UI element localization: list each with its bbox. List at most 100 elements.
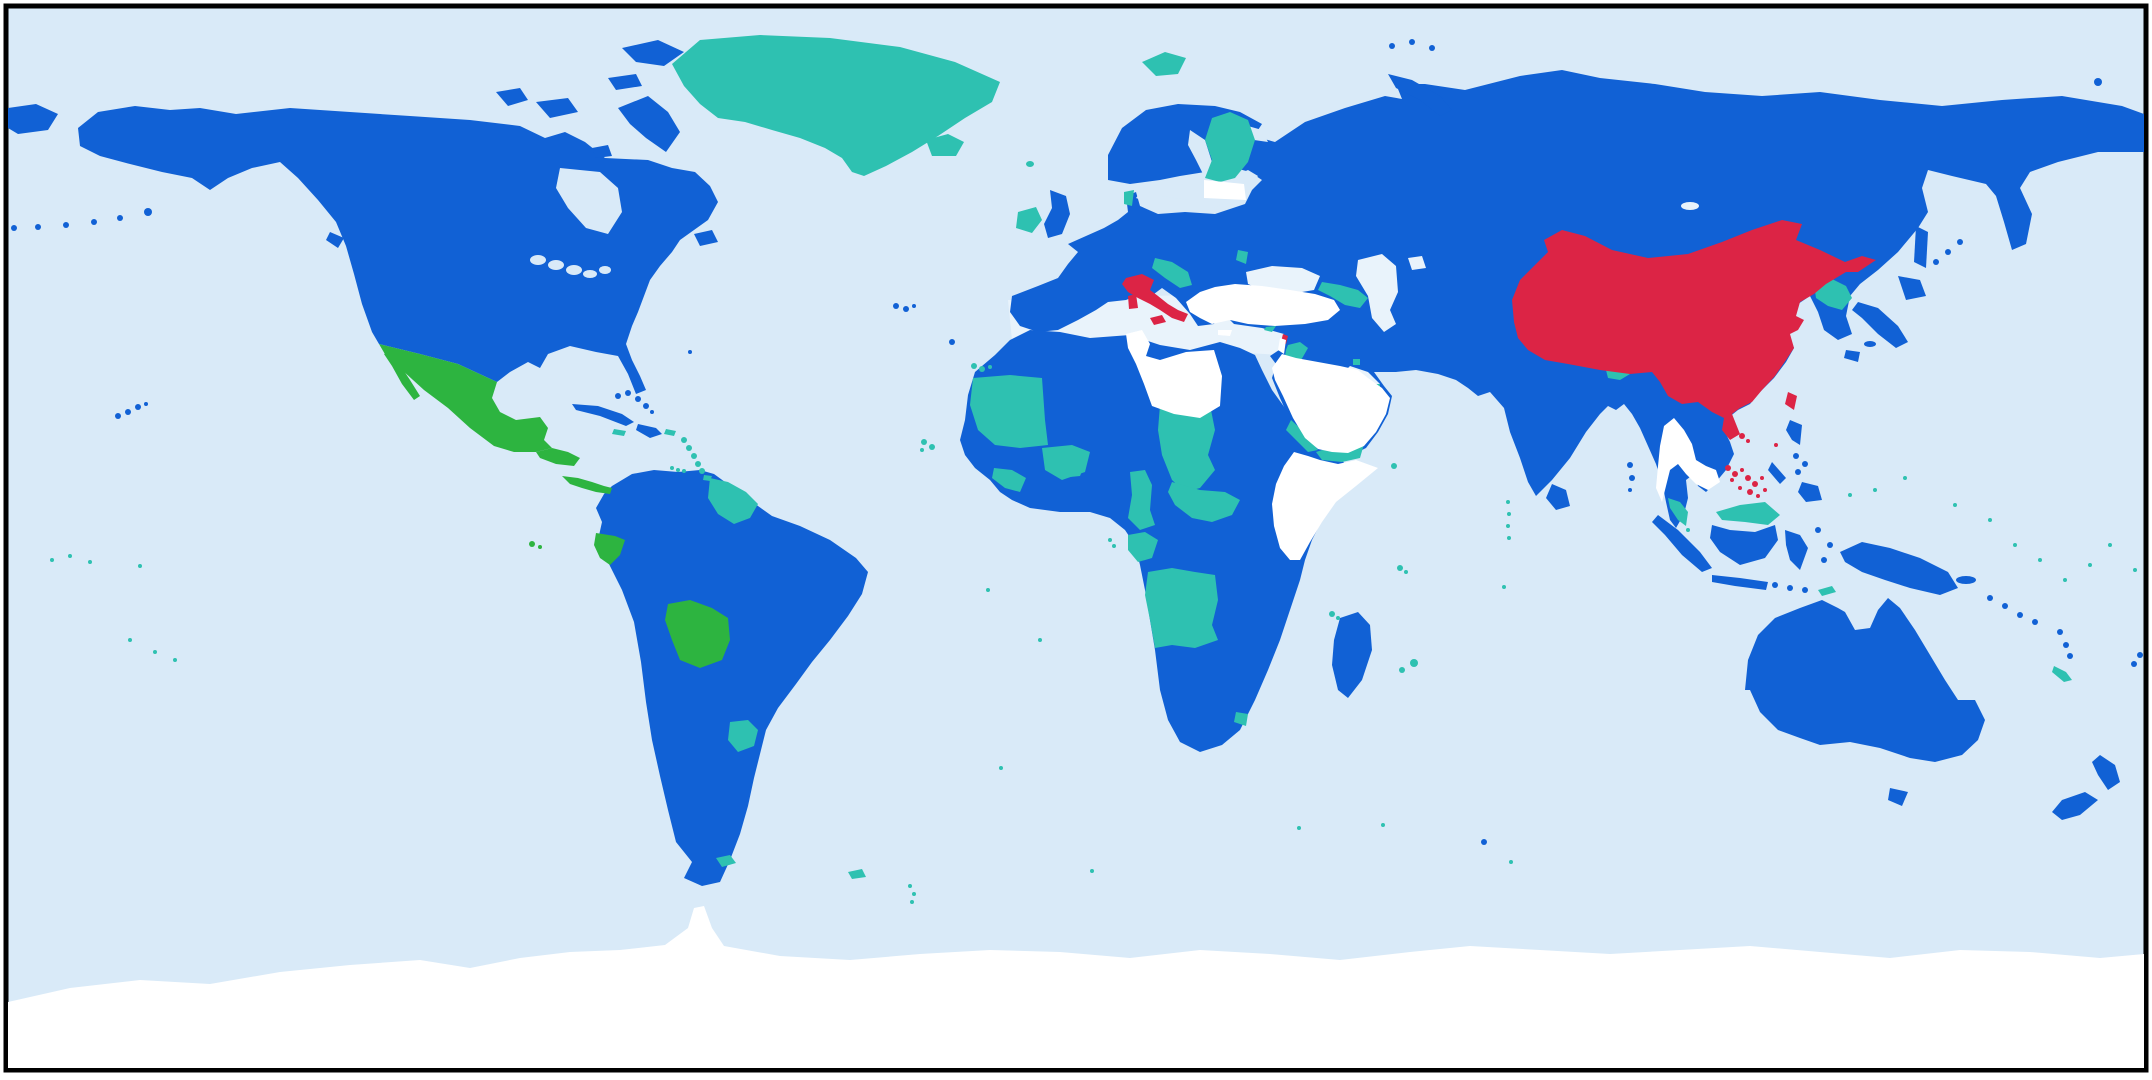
prince-edward-dot xyxy=(1297,826,1301,830)
guatemala-honduras xyxy=(536,448,580,466)
red-regions xyxy=(1122,220,1876,498)
jamaica xyxy=(612,429,626,436)
azores-dot xyxy=(912,304,916,308)
antilles-dot xyxy=(699,468,705,474)
spratly-dot xyxy=(1738,486,1742,490)
honshu xyxy=(1852,302,1908,348)
white-sea xyxy=(1248,126,1268,142)
chagos-dot xyxy=(1502,585,1506,589)
new-britain xyxy=(1956,576,1976,584)
hawaii-dot xyxy=(125,409,131,415)
china xyxy=(1512,220,1876,440)
solomon-dot xyxy=(2017,612,2023,618)
visayas-dot xyxy=(1793,453,1799,459)
sao-tome-dot xyxy=(1108,538,1112,542)
scarborough-dot xyxy=(1774,443,1778,447)
sulawesi xyxy=(1785,530,1808,570)
israel xyxy=(1278,338,1286,354)
kiribati-dot xyxy=(68,554,72,558)
kuwait xyxy=(1353,359,1360,365)
kiribati-dot xyxy=(88,560,92,564)
aleutian-dot xyxy=(11,225,17,231)
no-data-regions xyxy=(8,180,2144,1068)
hawaii-dot xyxy=(115,413,121,419)
pacific-teal-dot xyxy=(1953,503,1957,507)
hawaii-dot xyxy=(135,404,141,410)
aleutian-dot xyxy=(144,208,152,216)
iceland xyxy=(926,134,964,156)
new-guinea xyxy=(1840,542,1958,595)
hokkaido xyxy=(1898,276,1926,300)
fiji-dot xyxy=(2137,652,2143,658)
burkina-faso xyxy=(1050,454,1086,478)
horn-of-africa xyxy=(1272,452,1378,560)
denmark xyxy=(1124,190,1134,206)
abc-island-dot xyxy=(670,466,674,470)
visayas-dot xyxy=(1795,469,1801,475)
ascension-dot xyxy=(986,588,990,592)
banks-island xyxy=(496,88,528,106)
cape-verde-dot xyxy=(921,439,927,445)
wrangel-dot xyxy=(2094,78,2102,86)
ireland xyxy=(1016,207,1042,233)
galapagos-dot xyxy=(529,541,535,547)
great-lake xyxy=(530,255,546,265)
andaman-dot xyxy=(1628,488,1632,492)
canary-dot xyxy=(988,365,992,369)
andaman-dot xyxy=(1629,475,1635,481)
chad xyxy=(1158,400,1215,492)
vancouver-island xyxy=(326,232,344,248)
comoros-dot xyxy=(1336,616,1340,620)
ellesmere-island xyxy=(622,40,684,66)
thailand-cambodia xyxy=(1656,418,1720,502)
bahamas-dot xyxy=(643,403,649,409)
maldives-dot xyxy=(1506,500,1510,504)
paracel-dot xyxy=(1746,439,1750,443)
vanuatu-dot xyxy=(2067,653,2073,659)
guyana-suriname xyxy=(708,478,758,524)
svalbard xyxy=(1142,52,1186,76)
spratly-dot xyxy=(1745,475,1751,481)
maldives-dot xyxy=(1507,536,1511,540)
fiji-dot xyxy=(2131,661,2137,667)
south-georgia xyxy=(848,869,866,879)
baffin-island xyxy=(618,96,680,152)
faroe-islands xyxy=(1026,161,1034,167)
pacific-teal-dot xyxy=(1988,518,1992,522)
pacific-teal-dot xyxy=(1848,493,1852,497)
spratly-dot xyxy=(1752,481,1758,487)
franz-josef-dot xyxy=(1389,43,1395,49)
st-helena-dot xyxy=(1038,638,1042,642)
estonia-latvia xyxy=(1204,180,1246,200)
madagascar xyxy=(1332,612,1372,698)
south-sandwich-dot xyxy=(912,892,916,896)
antilles-dot xyxy=(695,461,701,467)
lake-baikal xyxy=(1681,202,1699,210)
new-caledonia xyxy=(2052,666,2072,682)
solomon-dot xyxy=(2032,619,2038,625)
chukotka-wrap xyxy=(8,104,58,134)
caspian-sea xyxy=(1356,254,1398,332)
caucasus xyxy=(1318,282,1368,308)
mexico xyxy=(379,344,552,452)
ecuador xyxy=(594,533,625,565)
maldives-dot xyxy=(1507,512,1511,516)
lesser-sunda-dot xyxy=(1787,585,1793,591)
vanuatu-dot xyxy=(2063,642,2069,648)
polynesia-dot xyxy=(153,650,157,654)
pacific-teal-dot xyxy=(2133,568,2137,572)
moluccas-dot xyxy=(1821,557,1827,563)
spratly-dot xyxy=(1725,465,1731,471)
antilles-dot xyxy=(681,437,687,443)
singapore xyxy=(1686,528,1690,532)
southampton-island xyxy=(592,145,612,158)
tristan-dot xyxy=(999,766,1003,770)
canary-dot xyxy=(971,363,977,369)
lesser-sunda-dot xyxy=(1802,587,1808,593)
britain xyxy=(1044,190,1070,238)
pacific-teal-dot xyxy=(2038,558,2042,562)
kiribati-dot xyxy=(138,564,142,568)
reunion xyxy=(1399,667,1405,673)
cuba xyxy=(572,404,634,426)
